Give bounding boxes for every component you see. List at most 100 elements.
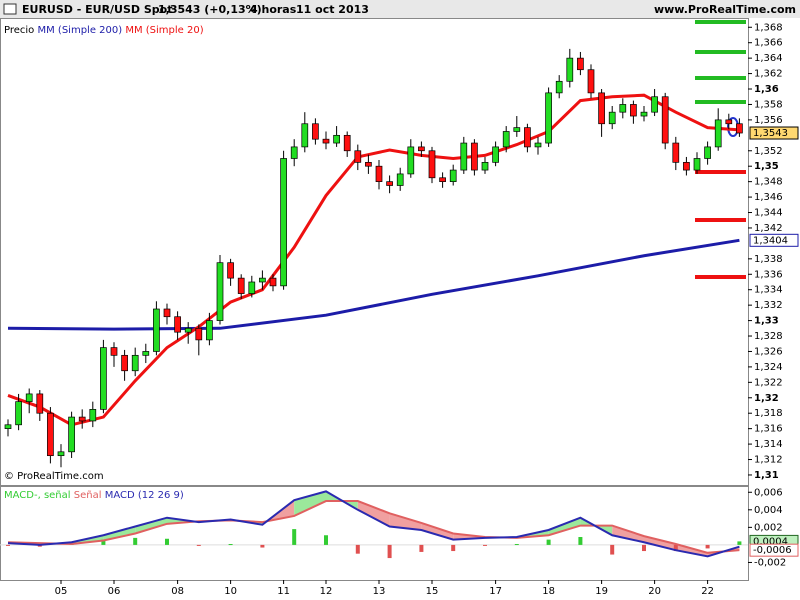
candle-body	[216, 262, 224, 321]
chart-icon	[3, 3, 17, 15]
y-tick-label: 1,36	[754, 84, 779, 95]
histogram-bar	[228, 544, 233, 546]
y-tick-label: 1,332	[754, 300, 783, 311]
candle-body	[704, 146, 711, 159]
candle-body	[195, 327, 203, 341]
candle-body	[312, 123, 319, 140]
source: www.ProRealTime.com	[654, 3, 796, 16]
candle-body	[608, 111, 616, 125]
candle-body	[78, 416, 86, 422]
y-tick-label: 1,328	[754, 331, 783, 342]
histogram-bar	[705, 544, 710, 549]
histogram-bar	[6, 544, 10, 546]
histogram-bar	[514, 544, 519, 546]
candle-body	[333, 134, 340, 144]
candle-body	[4, 424, 12, 430]
watermark: © ProRealTime.com	[4, 471, 104, 482]
histogram-bar	[737, 541, 742, 545]
x-tick-label: 19	[595, 586, 608, 597]
y-tick-label: 1,368	[754, 22, 783, 33]
candle-body	[142, 351, 150, 356]
histogram-bar	[387, 544, 392, 559]
candle-body	[449, 169, 457, 182]
candle-body	[301, 123, 309, 148]
candle-body	[566, 57, 574, 82]
candle-body	[683, 161, 690, 171]
x-tick-label: 12	[320, 586, 333, 597]
candle-body	[407, 146, 415, 175]
y-tick-label: 1,316	[754, 424, 783, 435]
level-markers	[695, 20, 746, 279]
candle-body	[460, 142, 468, 171]
candle-body	[640, 111, 648, 117]
macd-frame	[0, 486, 749, 581]
macd-fill	[103, 526, 136, 541]
price-frame	[0, 18, 749, 486]
date: 11 oct 2013	[296, 3, 369, 16]
x-tick-label: 06	[108, 586, 121, 597]
value-label: -0,0006	[753, 545, 792, 556]
histogram-bar	[133, 537, 138, 545]
macd-fill	[421, 522, 454, 540]
value-label: 1,3404	[753, 235, 788, 246]
candle-body	[131, 354, 139, 372]
candle-body	[439, 177, 446, 182]
value-box	[749, 543, 799, 557]
y-tick-label: 1,366	[754, 38, 783, 49]
period: 4 horas	[250, 3, 297, 16]
candle-body	[524, 127, 531, 148]
macd-fill	[612, 525, 644, 543]
y-tick-label: 1,32	[754, 393, 779, 404]
candle-body	[513, 127, 521, 132]
y-tick-label: 1,326	[754, 346, 783, 357]
histogram-bar	[419, 544, 424, 552]
histogram-bar	[196, 544, 201, 546]
y-tick-label: 1,362	[754, 69, 783, 80]
candle-body	[481, 161, 489, 171]
y-tick-label: 1,322	[754, 377, 783, 388]
candle-body	[280, 158, 287, 287]
x-tick-label: 18	[542, 586, 555, 597]
candle-body	[47, 412, 54, 457]
candle-body	[714, 119, 722, 148]
legend-entry: Precio	[4, 25, 34, 36]
y-tick-label: 1,348	[754, 177, 783, 188]
candle-body	[269, 277, 277, 287]
header-bar	[0, 0, 800, 18]
candle-body	[630, 104, 637, 117]
x-tick-label: 05	[55, 586, 68, 597]
candle-body	[736, 123, 743, 134]
candle-body	[365, 161, 372, 167]
candle-body	[725, 119, 733, 125]
macd-fill	[548, 517, 581, 536]
histogram-bar	[165, 538, 169, 545]
legend-entry: MACD (12 26 9)	[105, 490, 184, 501]
x-tick-label: 15	[426, 586, 439, 597]
value-box	[749, 126, 799, 140]
candle-body	[661, 96, 669, 144]
x-tick-label: 17	[489, 586, 502, 597]
candle-body	[36, 393, 44, 414]
series-line	[7, 500, 740, 554]
histogram-bar	[610, 544, 615, 555]
histogram-bar	[642, 544, 646, 552]
histogram-bar	[260, 544, 265, 548]
candle-body	[184, 327, 192, 333]
series-line	[7, 238, 740, 331]
x-tick-label: 22	[701, 586, 714, 597]
value-label: 1,3543	[753, 128, 788, 139]
candle-body	[15, 401, 22, 426]
candle-body	[386, 181, 393, 186]
histogram-bar	[101, 539, 106, 545]
legend-entry: MM (Simple 20)	[125, 25, 203, 36]
macd-fill	[357, 501, 390, 527]
candle-body	[25, 393, 33, 402]
x-tick-label: 10	[224, 586, 237, 597]
candle-body	[121, 354, 128, 372]
histogram-bar	[451, 544, 456, 552]
y-tick-label: 1,352	[754, 146, 783, 157]
macd-fill	[644, 536, 676, 551]
candle-body	[428, 150, 436, 179]
macd-fill	[135, 517, 167, 534]
